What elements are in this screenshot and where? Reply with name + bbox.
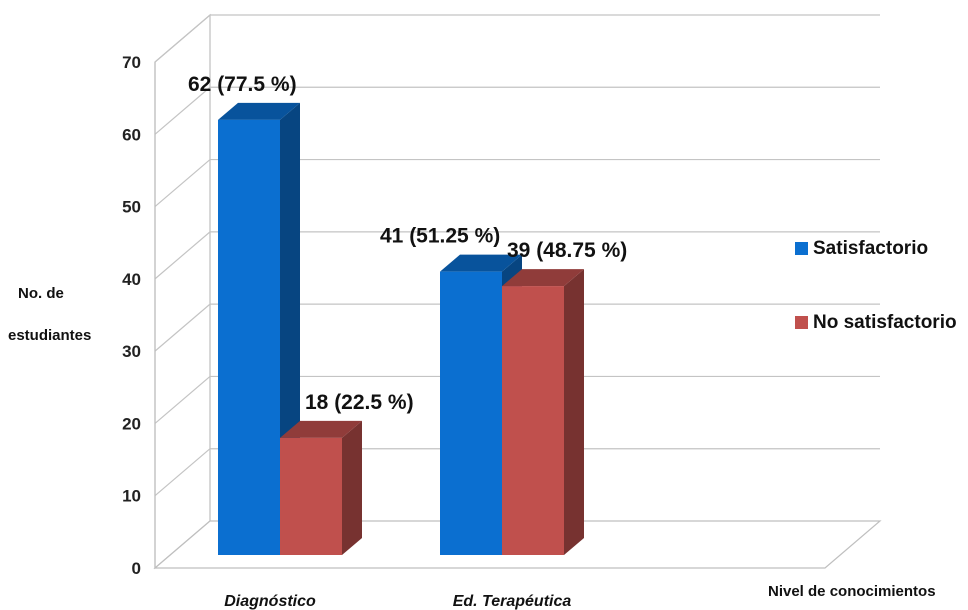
gridlines [154, 14, 880, 568]
bar-side [564, 269, 584, 555]
bar-top [502, 269, 584, 287]
bar-top [280, 420, 362, 438]
y-tick-label: 10 [122, 487, 141, 506]
gridline [154, 303, 880, 352]
x-axis-categories: Diagnóstico Ed. Terapéutica [224, 593, 571, 610]
side-wall [154, 13, 211, 570]
legend-swatch [795, 316, 808, 329]
legend-swatch [795, 242, 808, 255]
legend-label: Satisfactorio [813, 238, 928, 259]
bar-satisfactorio-1 [440, 271, 502, 555]
bar-satisfactorio-0 [218, 119, 280, 555]
gridline [154, 448, 880, 497]
data-label: 39 (48.75 %) [507, 239, 627, 262]
legend-label: No satisfactorio [813, 312, 957, 333]
bar-top [218, 102, 300, 120]
data-labels: 62 (77.5 %) 18 (22.5 %) 41 (51.25 %) 39 (48… [188, 73, 627, 414]
gridline [154, 14, 880, 63]
y-tick-label: 50 [122, 198, 141, 217]
y-tick-label: 20 [122, 414, 141, 433]
gridline [154, 86, 880, 135]
data-label: 18 (22.5 %) [305, 391, 414, 414]
gridline [154, 158, 880, 208]
legend: Satisfactorio No satisfactorio [795, 238, 957, 333]
y-axis-title-line2: estudiantes [8, 327, 91, 344]
x-axis-title: Nivel de conocimientos [768, 583, 936, 600]
y-axis-title-line1: No. de [18, 285, 64, 302]
y-tick-label: 0 [132, 559, 141, 578]
y-tick-label: 30 [122, 342, 141, 361]
gridline [154, 375, 880, 424]
bar-top [440, 254, 522, 272]
x-category-label: Diagnóstico [224, 593, 316, 610]
y-axis-ticks: 0 10 20 30 40 50 60 70 [122, 53, 141, 578]
bar-no-satisfactorio-1 [502, 286, 564, 555]
bar-side [342, 420, 362, 555]
data-label: 62 (77.5 %) [188, 73, 297, 96]
bar-no-satisfactorio-0 [280, 437, 342, 555]
y-tick-label: 60 [122, 125, 141, 144]
x-category-label: Ed. Terapéutica [453, 593, 572, 610]
y-tick-label: 40 [122, 270, 141, 289]
bars [218, 102, 584, 555]
gridline [154, 231, 880, 280]
y-tick-label: 70 [122, 53, 141, 72]
data-label: 41 (51.25 %) [380, 225, 500, 248]
